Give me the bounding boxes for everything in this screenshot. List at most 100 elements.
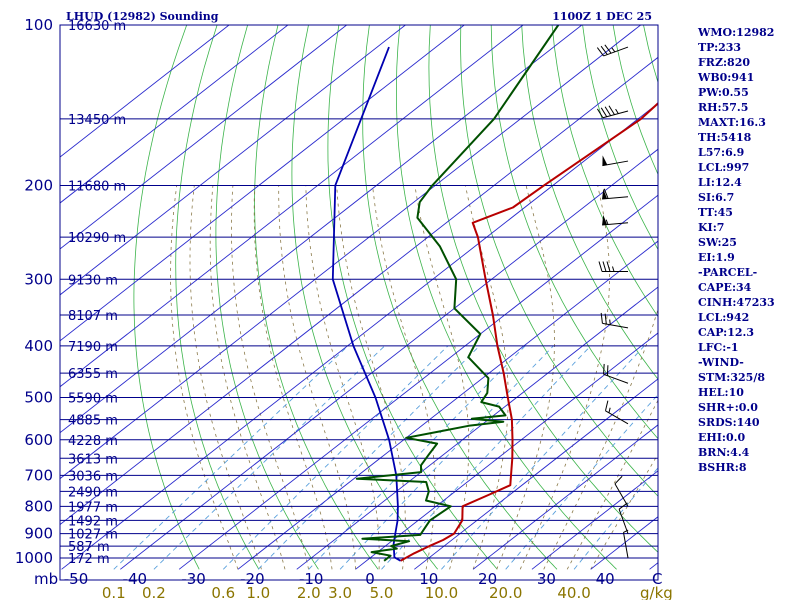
wind-barb-full [606,365,609,376]
index-item: WMO:12982 [697,26,774,39]
index-item: LCL:942 [698,311,749,324]
dry-adiabat [133,25,200,570]
wind-barb-half [611,47,616,53]
index-item: EHI:0.0 [698,431,745,444]
dry-adiabat [428,25,658,553]
pressure-tick-label: 400 [24,337,53,355]
wind-barb [604,400,629,425]
wind-barb-full [604,44,612,54]
wind-barb [602,214,629,226]
mixing-ratio-tick-label: 10.0 [425,584,458,600]
wind-barbs [596,44,629,559]
moist-adiabat [278,185,356,570]
index-item: -WIND- [698,356,744,369]
height-label: 7190 m [68,340,118,355]
index-item: WB0:941 [697,71,754,84]
wind-barb-full [596,108,604,119]
index-item: RH:57.5 [698,101,748,114]
height-label: 3036 m [68,469,118,484]
wind-barb-full [606,261,611,272]
wind-barb-full [600,107,608,117]
index-item: PW:0.55 [698,86,749,99]
moist-adiabat [336,185,406,570]
dry-adiabat [521,25,658,380]
isotherm [61,102,658,570]
pressure-tick-label: 100 [24,16,53,34]
index-item: SRDS:140 [698,416,760,429]
index-item: FRZ:820 [698,56,750,69]
wind-barb-full [596,47,604,57]
wind-barb-half [605,219,609,225]
wind-barb [622,529,629,559]
wind-barb-staff [618,509,629,534]
index-item: -PARCEL- [698,266,757,279]
index-item: CAP:12.3 [698,326,754,339]
dry-adiabat [175,25,260,570]
isotherm [60,25,289,204]
dry-adiabat [582,25,658,251]
isotherm [60,25,406,296]
height-label: 172 m [68,552,110,567]
sounding-profiles [331,25,658,562]
temperature-tick-label: -10 [299,570,324,588]
index-item: STM:325/8 [698,371,765,384]
mixing-ratio-unit-label: g/kg [640,584,673,600]
dry-adiabat [327,25,498,570]
moist-adiabat [231,185,309,570]
height-label: 8107 m [68,309,118,324]
index-item: EI:1.9 [698,251,735,264]
index-item: L57:6.9 [698,146,744,159]
wind-barb-half [612,266,615,272]
temperature-tick-label: 40 [596,570,615,588]
isotherm [414,378,658,570]
index-item: KI:7 [698,221,724,234]
pressure-unit-label: mb [34,570,58,588]
index-item: BSHR:8 [698,461,747,474]
index-item: TP:233 [698,41,741,54]
dry-adiabat [291,25,439,570]
height-label: 4885 m [68,414,118,429]
mixing-ratio-tick-label: 2.0 [297,584,321,600]
index-item: TH:5418 [698,131,752,144]
height-label: 11680 m [68,179,126,194]
mixing-ratio-tick-label: 40.0 [557,584,590,600]
wind-barb-staff [603,373,629,384]
wind-barb-staff [602,160,629,167]
index-item: LCL:997 [698,161,749,174]
temperature-tick-label: 20 [478,570,497,588]
height-label: 6355 m [68,367,118,382]
index-item: CINH:47233 [698,296,775,309]
temperature-tick-label: 10 [419,570,438,588]
wind-barb-full [608,105,615,115]
index-item: SI:6.7 [698,191,734,204]
height-label: 9130 m [68,273,118,288]
moist-adiabat [465,185,509,570]
wind-barb-full [600,312,603,324]
moist-adiabat [305,185,380,570]
mixing-ratio-line [573,467,658,570]
index-item: SW:25 [698,236,737,249]
temperature-tick-label: 30 [537,570,556,588]
temperature-line [400,101,658,562]
moist-adiabat [189,185,262,570]
temperature-tick-label: -30 [181,570,206,588]
wind-barb-full [604,313,607,325]
height-label: 3613 m [68,452,118,467]
wind-barb-full [598,261,603,272]
indices-panel: WMO:12982 TP:233 FRZ:820 WB0:941 PW:0.55 RH:5… [697,26,775,474]
mixing-ratio-tick-label: 0.1 [102,584,126,600]
index-item: MAXT:16.3 [698,116,766,129]
dry-adiabat [460,25,658,497]
chart-title: LHUD (12982) Sounding [66,10,219,23]
pressure-tick-label: 500 [24,389,53,407]
height-label: 16630 m [68,19,126,34]
temperature-tick-label: -40 [123,570,148,588]
dry-adiabat [551,25,658,318]
pressure-tick-label: 300 [24,270,53,288]
height-label: 2490 m [68,485,118,500]
wind-barb-staff [602,196,629,200]
mixing-ratio-line [257,345,480,570]
wind-barb-staff [602,222,629,226]
isotherm [60,25,465,342]
